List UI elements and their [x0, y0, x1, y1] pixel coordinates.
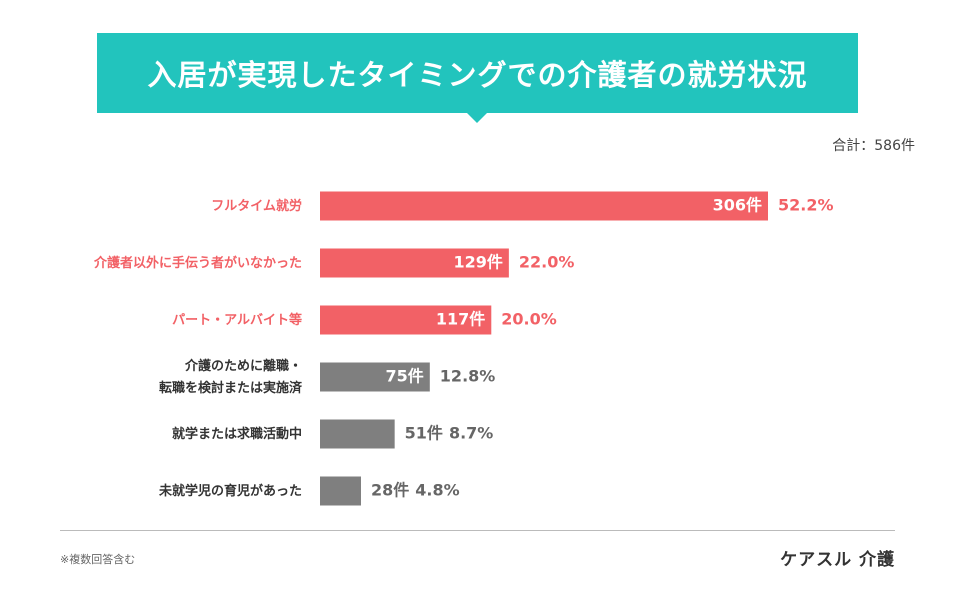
percent-label: 52.2%	[778, 196, 834, 215]
count-label: 306件	[713, 196, 762, 215]
count-label: 129件	[453, 253, 502, 272]
title-pointer-arrow	[466, 112, 488, 123]
bar	[320, 305, 492, 335]
category-label: 未就学児の育児があった	[158, 483, 302, 499]
category-label: パート・アルバイト等	[172, 312, 302, 328]
percent-label: 22.0%	[519, 253, 575, 272]
percent-label: 4.8%	[415, 481, 459, 500]
bar	[320, 419, 395, 449]
footnote: ※複数回答含む	[60, 553, 136, 566]
category-label: 介護のために離職・転職を検討または実施済	[159, 358, 303, 396]
category-label: 就学または求職活動中	[172, 426, 302, 442]
total-count: 合計：586件	[832, 138, 915, 154]
count-label: 51件	[405, 424, 443, 443]
bar-chart: フルタイム就労 306件 52.2% 介護者以外に手伝う者がいなかった 129件 22.0…	[93, 191, 834, 506]
brand-logo-text: ケアスル 介護	[780, 550, 895, 570]
percent-label: 12.8%	[440, 367, 496, 386]
bar	[320, 191, 768, 221]
bar	[320, 362, 430, 392]
category-label: フルタイム就労	[211, 198, 302, 214]
percent-label: 8.7%	[449, 424, 493, 443]
count-label: 75件	[386, 367, 424, 386]
count-label: 28件	[371, 481, 409, 500]
chart-title: 入居が実現したタイミングでの介護者の就労状況	[97, 33, 858, 113]
bar	[320, 476, 361, 506]
category-label: 介護者以外に手伝う者がいなかった	[93, 255, 302, 271]
bar	[320, 248, 509, 278]
count-label: 117件	[436, 310, 485, 329]
percent-label: 20.0%	[501, 310, 557, 329]
footer-divider	[60, 530, 895, 531]
